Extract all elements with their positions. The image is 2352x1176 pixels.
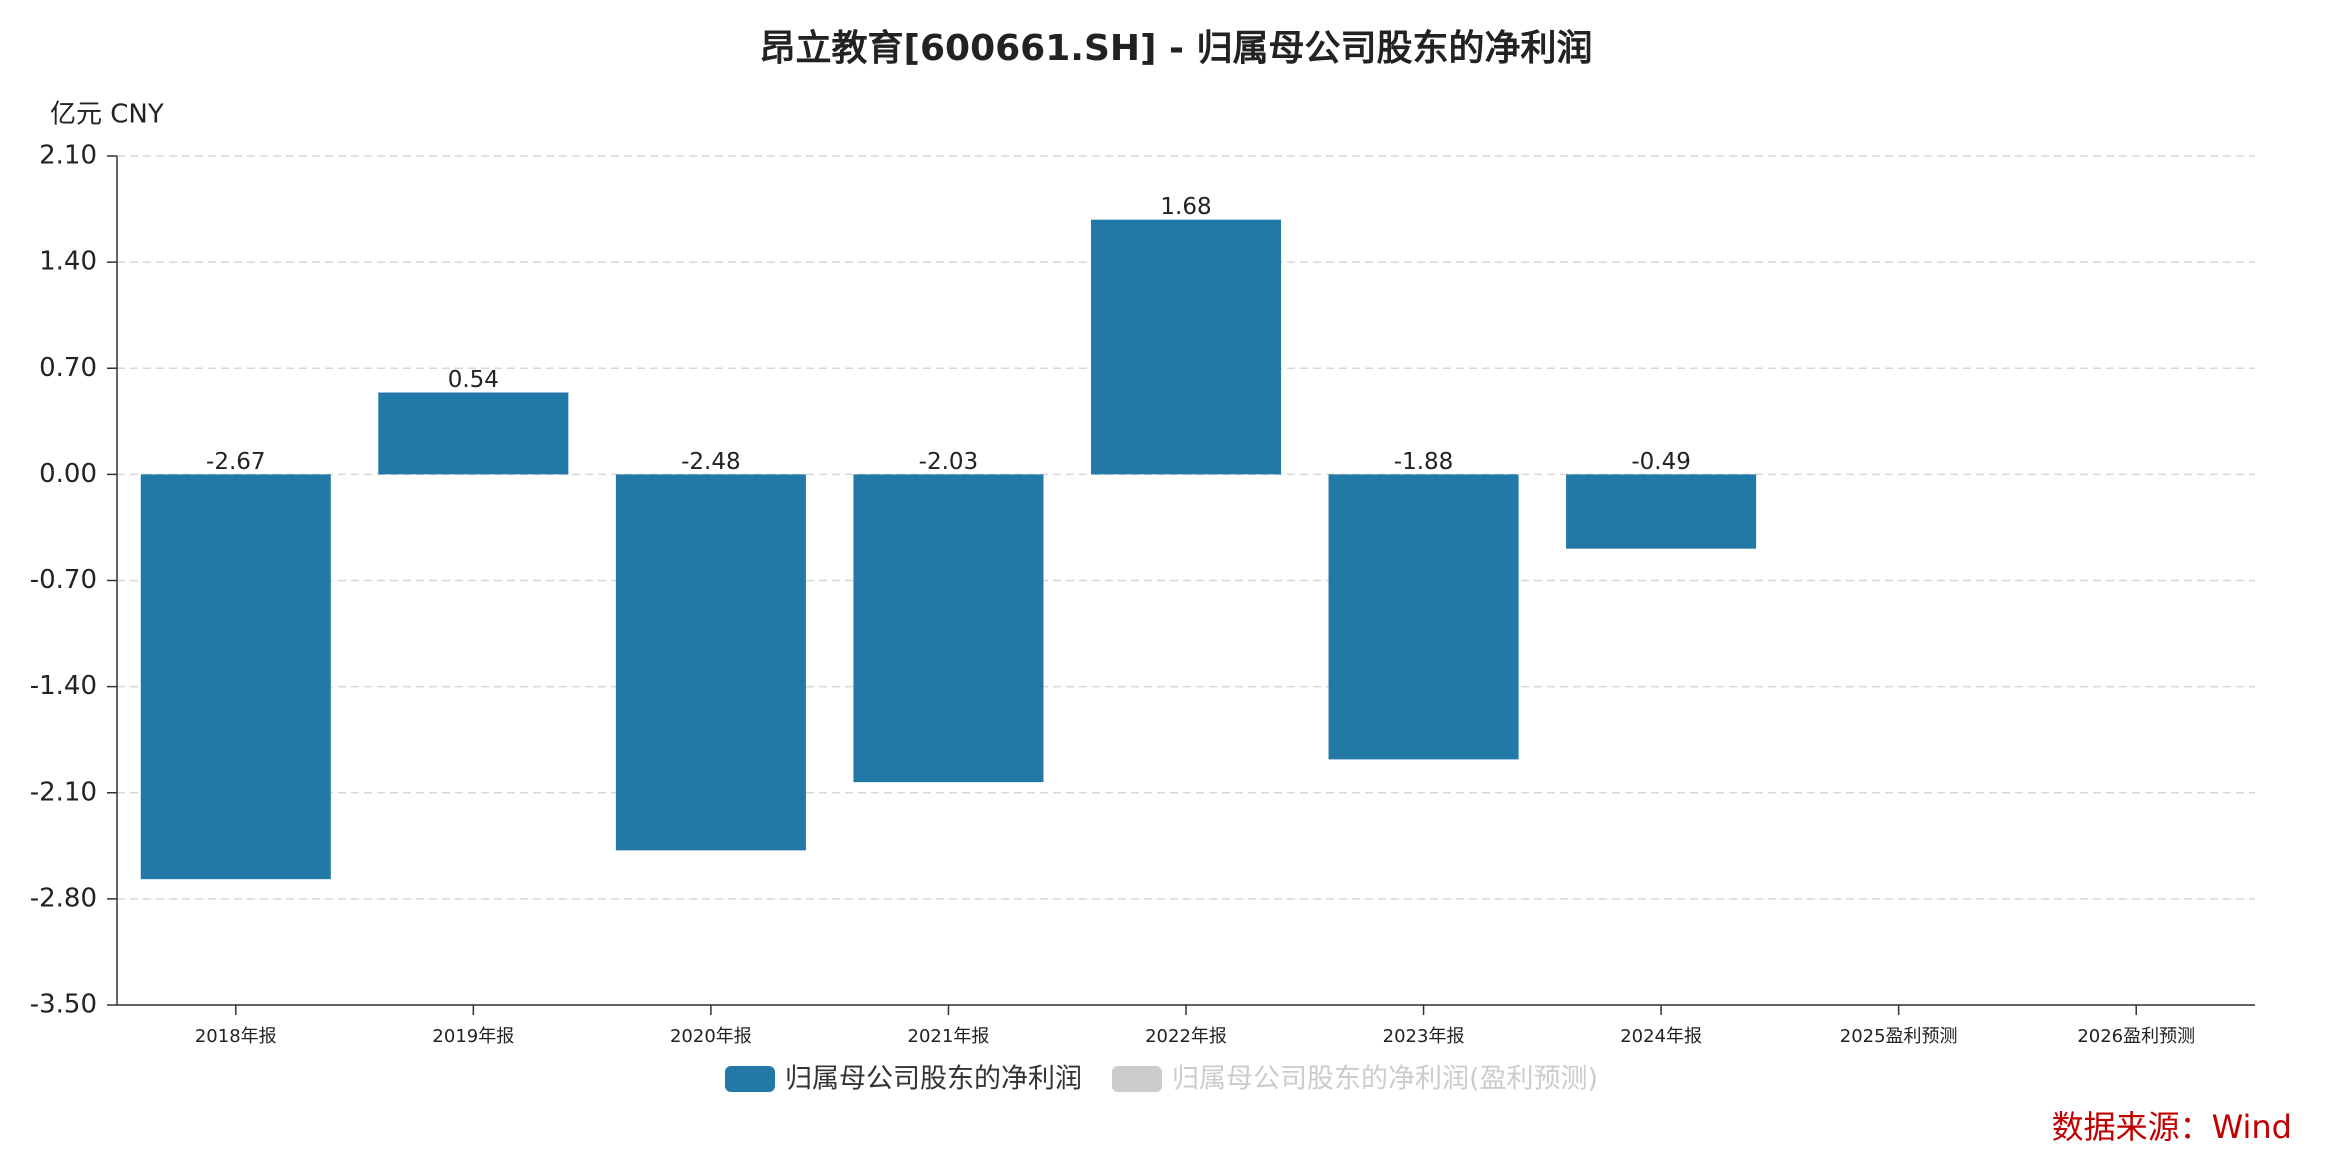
y-tick-label: -1.40 — [30, 671, 97, 701]
value-label: 1.68 — [1160, 194, 1211, 220]
y-tick-label: 0.00 — [39, 459, 97, 489]
y-tick-label: -0.70 — [30, 565, 97, 595]
x-tick-label: 2018年报 — [195, 1026, 277, 1047]
x-tick-label: 2021年报 — [908, 1026, 990, 1047]
value-label: -2.03 — [919, 449, 979, 475]
x-tick-label: 2025盈利预测 — [1840, 1026, 1958, 1047]
bar — [140, 474, 331, 880]
bar — [1566, 474, 1757, 549]
source: 数据来源：Wind — [2052, 1108, 2292, 1146]
x-tick-label: 2019年报 — [432, 1026, 514, 1047]
y-tick-label: -2.80 — [30, 883, 97, 913]
value-label: -2.67 — [206, 449, 266, 475]
bar — [615, 474, 806, 851]
bar — [1090, 219, 1282, 475]
bar — [378, 392, 569, 475]
y-tick-label: 0.70 — [39, 353, 97, 383]
x-tick-label: 2024年报 — [1620, 1026, 1702, 1047]
value-label: -1.88 — [1394, 449, 1454, 475]
value-label: -0.49 — [1631, 449, 1691, 475]
y-tick-label: 1.40 — [39, 247, 97, 277]
legend-swatch — [1112, 1066, 1162, 1092]
value-label: -2.48 — [681, 449, 741, 475]
y-tick-label: 2.10 — [39, 141, 97, 171]
x-tick-label: 2022年报 — [1145, 1026, 1227, 1047]
bar — [853, 474, 1044, 783]
x-tick-label: 2026盈利预测 — [2077, 1026, 2195, 1047]
value-label: 0.54 — [448, 367, 499, 393]
y-tick-label: -3.50 — [30, 990, 97, 1020]
legend-swatch — [725, 1066, 775, 1092]
legend-label: 归属母公司股东的净利润 — [785, 1064, 1082, 1095]
y-tick-label: -2.10 — [30, 777, 97, 807]
bar — [1328, 474, 1519, 760]
legend-label: 归属母公司股东的净利润(盈利预测) — [1172, 1064, 1598, 1095]
y-unit: 亿元 CNY — [50, 100, 164, 130]
x-tick-label: 2020年报 — [670, 1026, 752, 1047]
x-tick-label: 2023年报 — [1383, 1026, 1465, 1047]
chart-title: 昂立教育[600661.SH] - 归属母公司股东的净利润 — [760, 28, 1593, 69]
